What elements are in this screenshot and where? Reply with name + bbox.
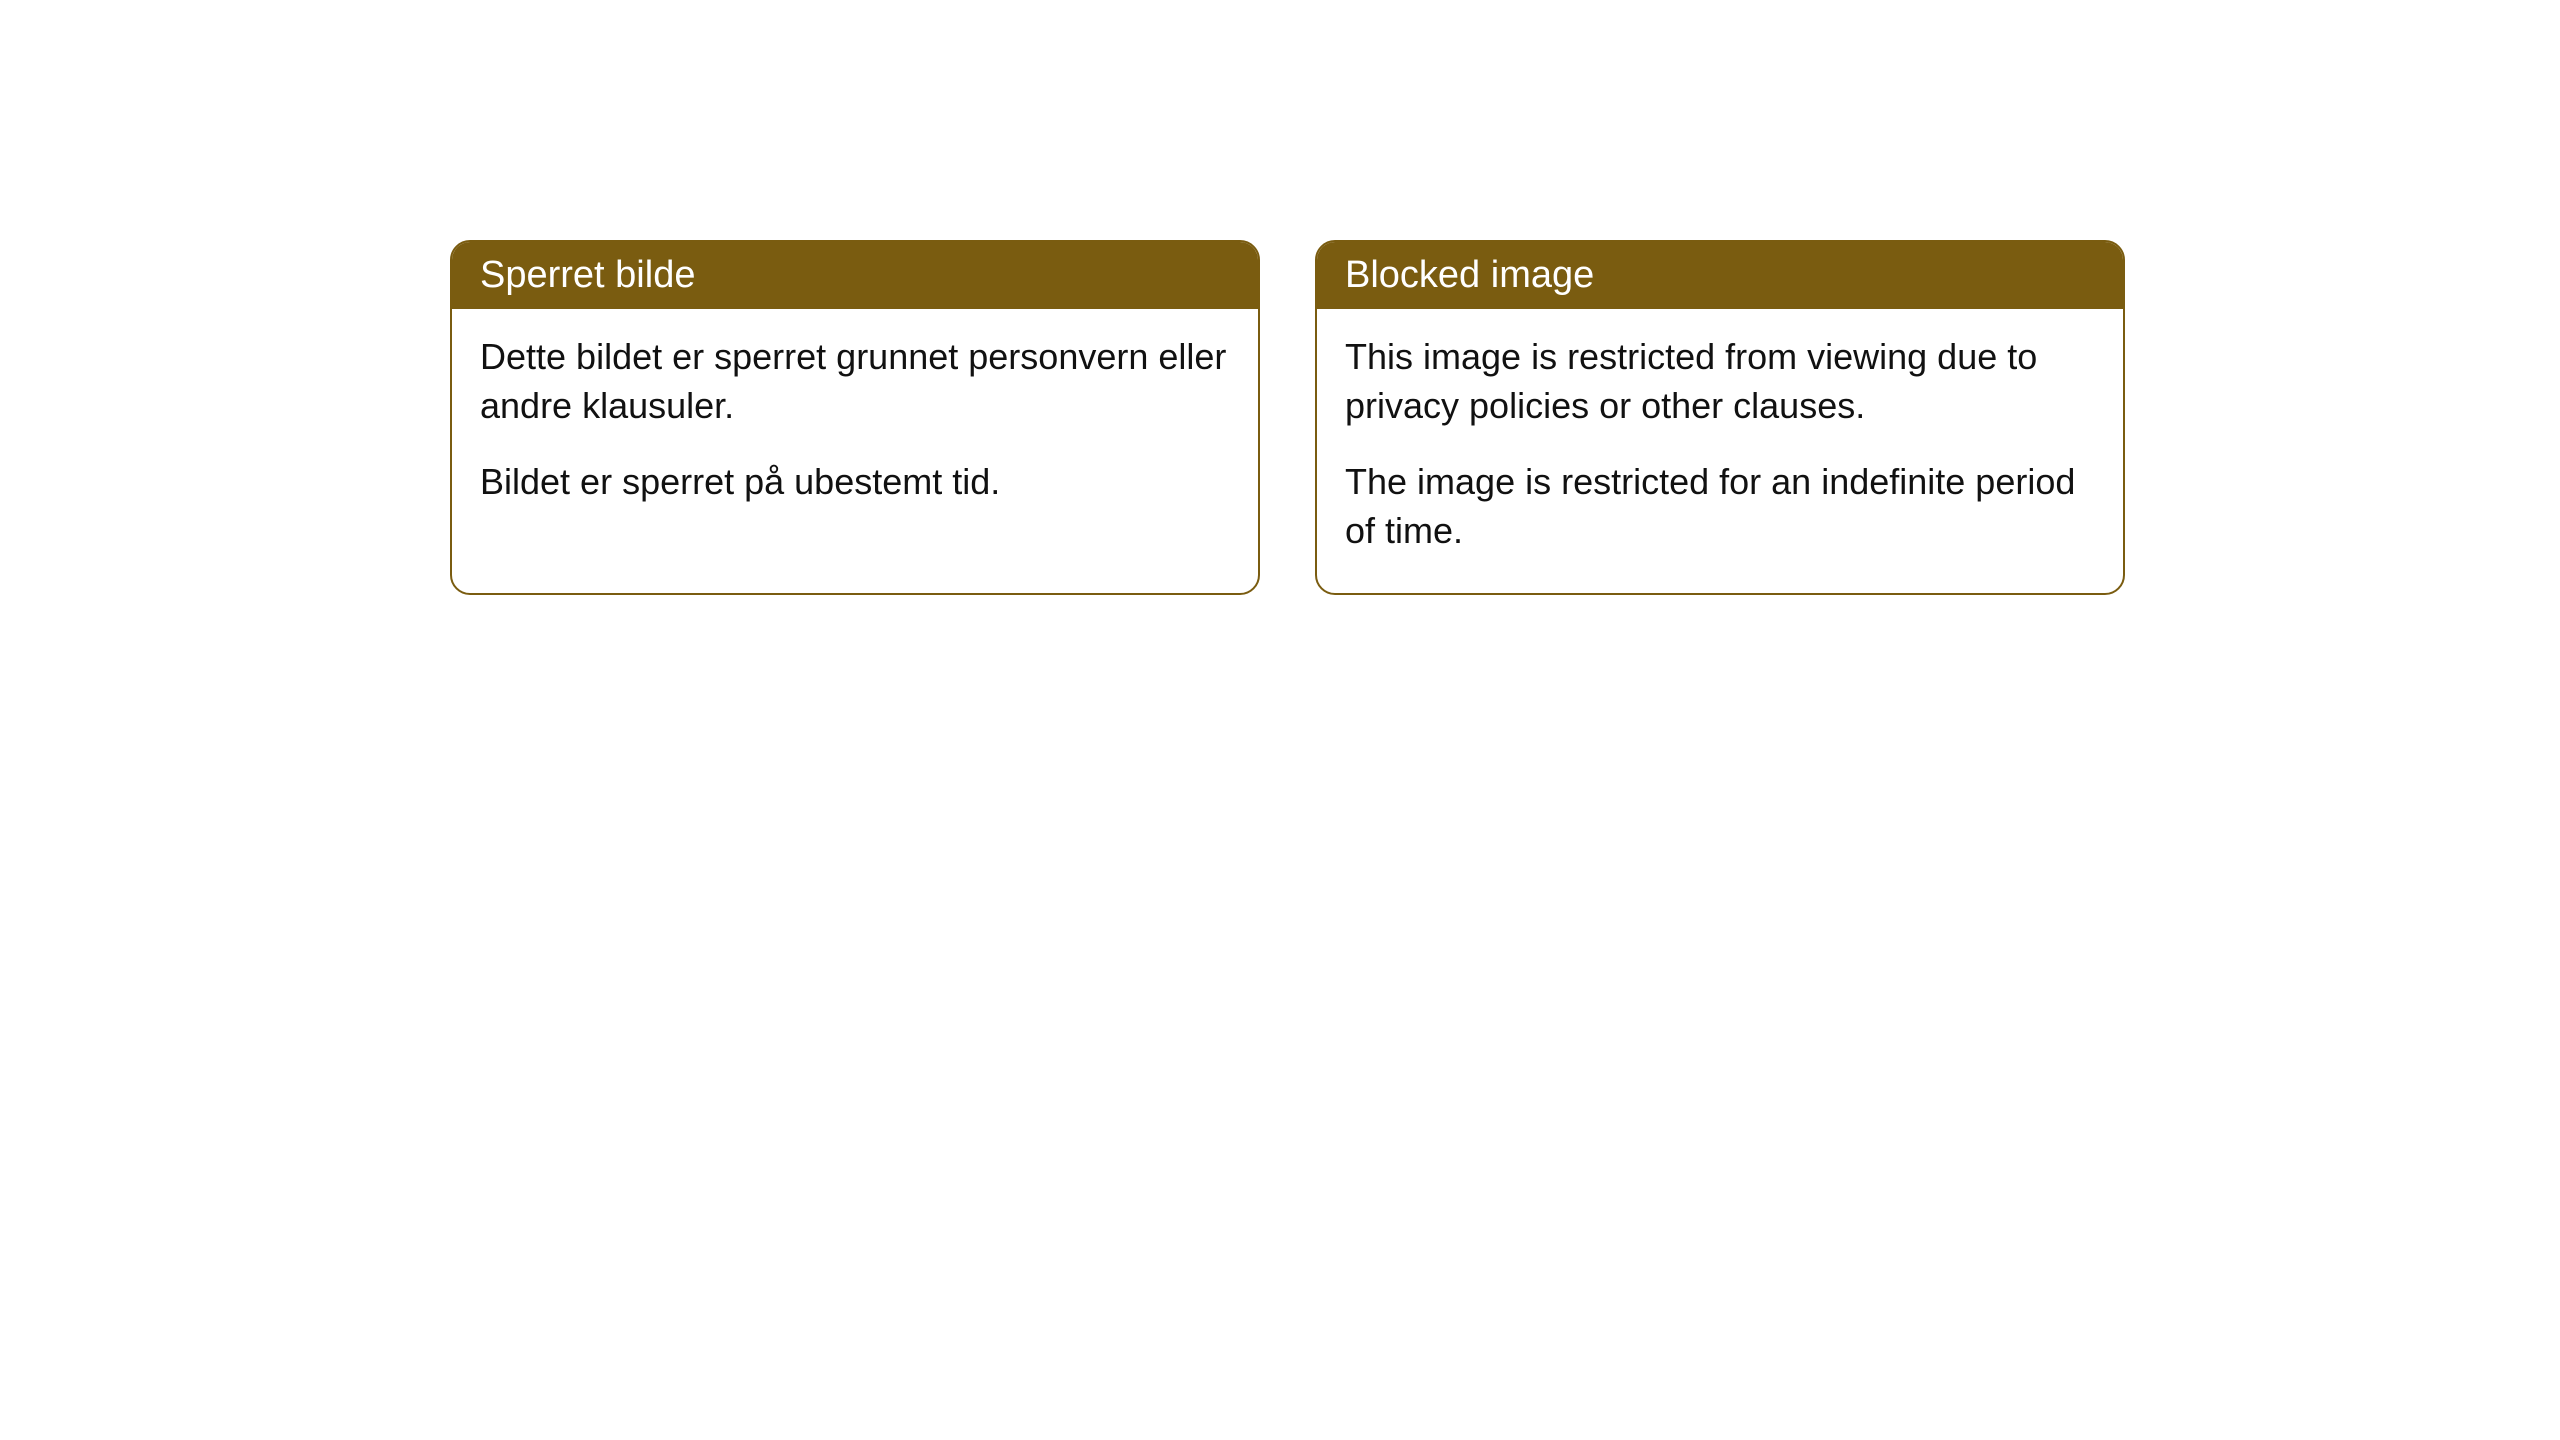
card-header-norwegian: Sperret bilde <box>452 242 1258 309</box>
card-body-english: This image is restricted from viewing du… <box>1317 309 2123 593</box>
card-title: Sperret bilde <box>480 254 695 296</box>
notice-card-norwegian: Sperret bilde Dette bildet er sperret gr… <box>450 240 1260 595</box>
card-header-english: Blocked image <box>1317 242 2123 309</box>
notice-text-2: Bildet er sperret på ubestemt tid. <box>480 458 1230 507</box>
notice-text-1: Dette bildet er sperret grunnet personve… <box>480 333 1230 430</box>
notice-text-1: This image is restricted from viewing du… <box>1345 333 2095 430</box>
notice-card-english: Blocked image This image is restricted f… <box>1315 240 2125 595</box>
card-body-norwegian: Dette bildet er sperret grunnet personve… <box>452 309 1258 545</box>
card-title: Blocked image <box>1345 254 1594 296</box>
notice-cards-container: Sperret bilde Dette bildet er sperret gr… <box>450 240 2125 595</box>
notice-text-2: The image is restricted for an indefinit… <box>1345 458 2095 555</box>
